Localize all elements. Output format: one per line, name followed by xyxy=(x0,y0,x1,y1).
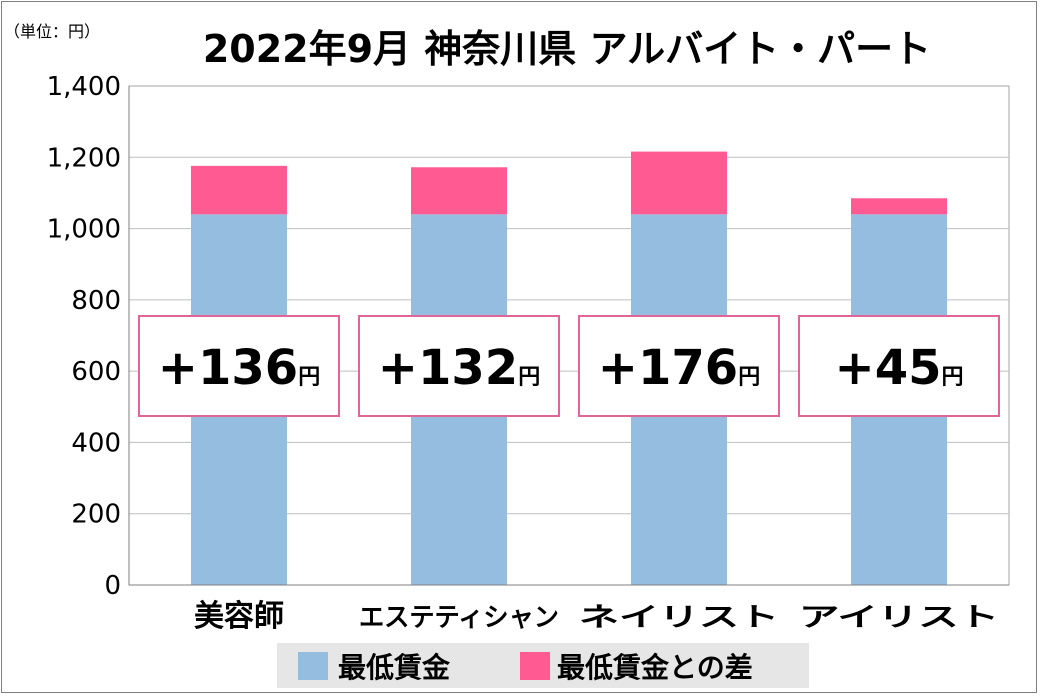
x-tick-label: エステティシャン xyxy=(359,603,559,633)
diff-unit: 円 xyxy=(298,365,320,390)
diff-unit: 円 xyxy=(942,365,964,390)
y-tick-label: 1,200 xyxy=(47,143,121,173)
diff-callout-box xyxy=(798,315,1000,417)
chart-title: 2022年9月 神奈川県 アルバイト・パート xyxy=(203,27,931,71)
diff-value: +136 xyxy=(158,340,298,396)
y-tick-label: 400 xyxy=(71,428,121,458)
y-tick-label: 600 xyxy=(71,357,121,387)
diff-callout-box xyxy=(578,315,780,417)
y-tick-label: 1,000 xyxy=(47,215,121,245)
unit-label: （単位：円） xyxy=(4,22,100,41)
annotations: +136円 +132円 +176円 +45円 xyxy=(138,315,1000,417)
x-tick-label: 美容師 xyxy=(194,599,284,634)
x-tick-label: アイリスト xyxy=(799,603,999,633)
diff-value: +45 xyxy=(834,340,941,396)
bar-diff xyxy=(631,151,727,215)
legend-label: 最低賃金 xyxy=(338,651,451,684)
legend-swatch xyxy=(298,652,328,680)
legend: 最低賃金 最低賃金との差 xyxy=(277,643,809,688)
bar-diff xyxy=(191,165,287,215)
bar-diff xyxy=(851,198,947,215)
diff-callout-text: +176円 xyxy=(598,340,760,396)
legend-swatch xyxy=(520,652,550,680)
x-tick-label: ネイリスト xyxy=(579,603,779,633)
diff-callout-box xyxy=(138,315,340,417)
diff-value: +132 xyxy=(378,340,518,396)
y-tick-label: 1,400 xyxy=(47,72,121,102)
diff-callout-box xyxy=(358,315,560,417)
y-tick-label: 200 xyxy=(71,500,121,530)
diff-callout-text: +45円 xyxy=(834,340,963,396)
diff-unit: 円 xyxy=(738,365,760,390)
axes: 0 200 400 600 800 1,000 1,200 1,400 美容師 エステティシャンネ… xyxy=(47,72,1009,634)
diff-callout-text: +136円 xyxy=(158,340,320,396)
legend-label: 最低賃金との差 xyxy=(557,651,753,684)
bar-diff xyxy=(411,167,507,215)
diff-value: +176 xyxy=(598,340,738,396)
y-tick-label: 0 xyxy=(104,571,121,601)
diff-unit: 円 xyxy=(518,365,540,390)
diff-callout-text: +132円 xyxy=(378,340,540,396)
y-tick-label: 800 xyxy=(71,286,121,316)
